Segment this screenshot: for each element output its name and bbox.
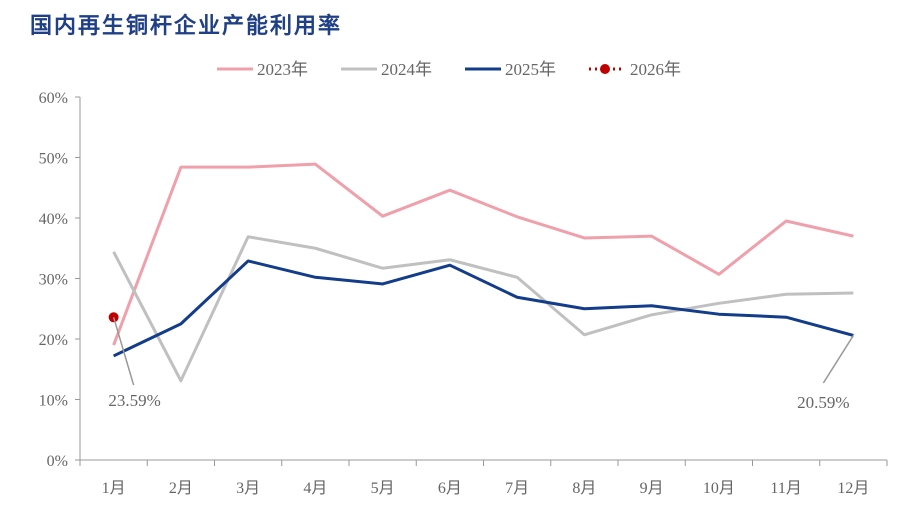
y-tick-label: 50% [39, 151, 68, 168]
legend-label: 2024年 [381, 60, 432, 79]
x-tick-label: 3月 [236, 480, 260, 497]
series-line-2024年 [112, 235, 854, 383]
y-tick-label: 10% [39, 393, 68, 410]
x-tick-label: 2月 [169, 480, 193, 497]
legend-label: 2026年 [630, 60, 681, 79]
legend-label: 2025年 [505, 60, 556, 79]
x-tick-label: 12月 [837, 480, 869, 497]
x-tick-label: 8月 [572, 480, 596, 497]
x-tick-label: 1月 [102, 480, 126, 497]
annotation-label: 20.59% [797, 393, 849, 412]
x-tick-label: 4月 [303, 480, 327, 497]
annotation-leader [822, 335, 855, 384]
y-tick-label: 20% [39, 332, 68, 349]
y-tick-label: 30% [39, 272, 68, 289]
y-tick-label: 60% [39, 90, 68, 107]
chart-title: 国内再生铜杆企业产能利用率 [30, 13, 343, 39]
x-tick-label: 7月 [505, 480, 529, 497]
series-line-2023年 [112, 162, 854, 346]
x-tick-label: 6月 [438, 480, 462, 497]
y-tick-label: 40% [39, 211, 68, 228]
x-tick-label: 5月 [371, 480, 395, 497]
x-tick-label: 10月 [703, 480, 735, 497]
annotation-label: 23.59% [108, 391, 160, 410]
series-line-2025年 [112, 259, 854, 358]
x-tick-label: 9月 [640, 480, 664, 497]
y-tick-label: 0% [47, 453, 68, 470]
annotation-leader [112, 317, 135, 386]
legend-marker-2026年 [600, 64, 610, 74]
x-tick-label: 11月 [770, 480, 801, 497]
legend-label: 2023年 [257, 60, 308, 79]
